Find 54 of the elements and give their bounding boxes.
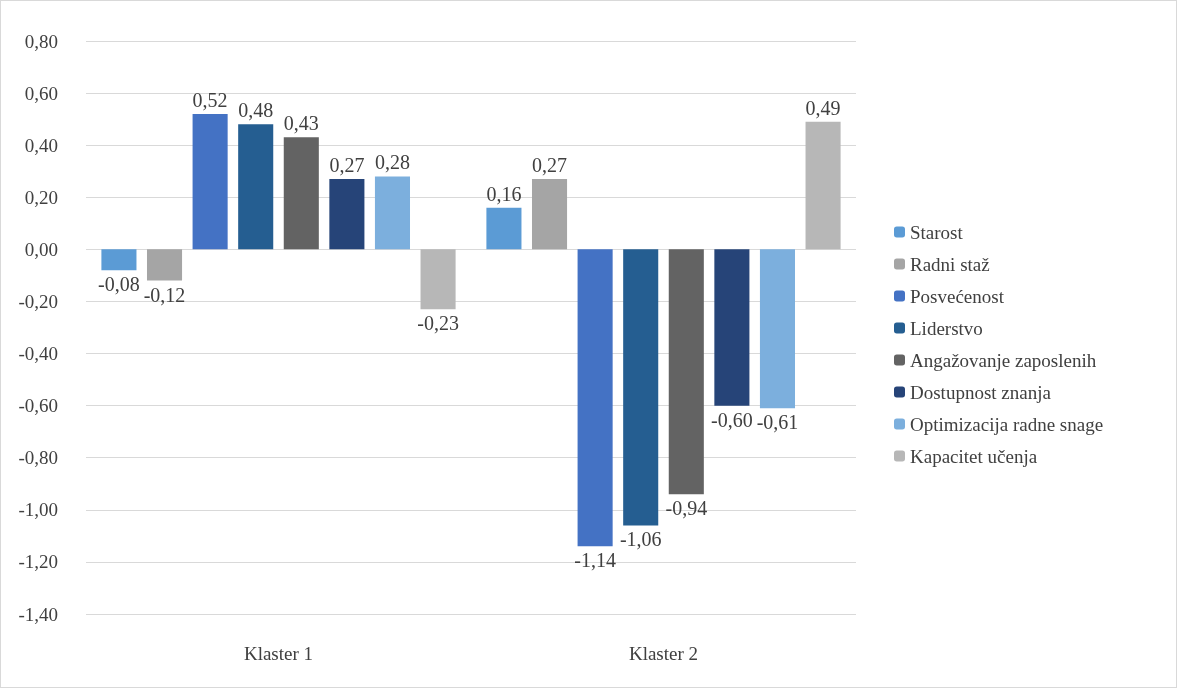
legend-label: Kapacitet učenja	[910, 445, 1038, 467]
data-label: 0,28	[374, 151, 410, 174]
bar	[623, 249, 659, 526]
data-label: 0,27	[329, 154, 365, 177]
data-label: -0,23	[417, 312, 459, 335]
y-tick-label: -0,60	[18, 395, 58, 417]
bar	[192, 113, 228, 250]
y-tick-label: -1,40	[18, 603, 58, 625]
data-label: 0,27	[532, 154, 568, 177]
legend-label: Dostupnost znanja	[910, 381, 1052, 403]
bar	[668, 249, 704, 495]
bar	[283, 137, 319, 250]
data-label: -0,08	[98, 273, 140, 296]
x-tick-label: Klaster 1	[243, 643, 314, 664]
y-tick-label: 0,40	[24, 134, 58, 156]
data-label: -0,60	[711, 408, 753, 431]
legend-label: Radni staž	[910, 253, 990, 275]
bar	[101, 249, 137, 271]
data-label: -0,61	[756, 411, 799, 434]
data-label: 0,49	[805, 96, 841, 119]
y-tick-label: 0,80	[24, 30, 58, 52]
bar	[420, 249, 456, 310]
bar	[374, 176, 411, 250]
y-tick-label: -1,20	[18, 551, 58, 573]
data-label: -1,06	[619, 528, 662, 551]
data-label: 0,16	[486, 182, 522, 205]
bar	[146, 249, 183, 281]
legend-label: Angažovanje zaposlenih	[910, 349, 1097, 371]
data-label: -1,14	[574, 549, 616, 572]
bar	[805, 121, 841, 250]
y-tick-label: -0,20	[18, 290, 58, 312]
y-tick-label: -1,00	[18, 499, 58, 521]
bar	[329, 179, 365, 250]
y-tick-label: -0,80	[18, 447, 58, 469]
data-label: 0,52	[192, 88, 228, 111]
bar	[714, 249, 750, 406]
data-label: 0,48	[238, 99, 274, 122]
legend-label: Posvećenost	[910, 285, 1005, 307]
bar	[531, 179, 568, 250]
x-tick-label: Klaster 2	[628, 643, 699, 664]
data-label: 0,43	[283, 112, 319, 135]
y-tick-label: -0,40	[18, 343, 58, 365]
bar	[486, 207, 522, 250]
y-tick-label: 0,20	[24, 186, 58, 208]
bar	[759, 249, 796, 409]
data-label: -0,12	[143, 283, 186, 306]
data-label: -0,94	[665, 497, 708, 520]
bar	[577, 249, 613, 547]
legend-label: Optimizacija radne snage	[910, 413, 1104, 435]
y-tick-label: 0,60	[24, 82, 58, 104]
bar	[238, 124, 274, 250]
y-tick-label: 0,00	[24, 238, 58, 260]
legend-label: Starost	[910, 221, 964, 243]
legend-label: Liderstvo	[910, 317, 983, 339]
